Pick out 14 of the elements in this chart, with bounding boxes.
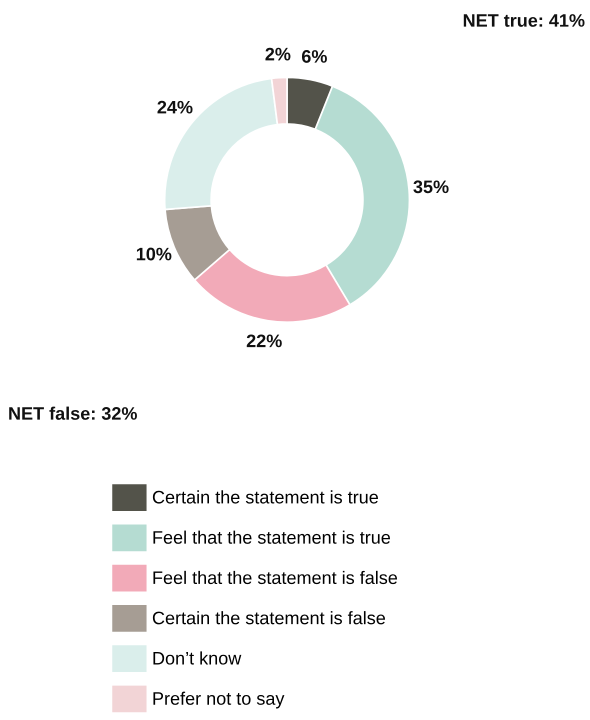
legend-label: Certain the statement is false xyxy=(152,611,385,624)
legend-label: Feel that the statement is false xyxy=(153,570,398,584)
data-label: 10% xyxy=(136,248,172,260)
text: NET true: 41% xyxy=(464,14,585,27)
legend-label: Feel that the statement is true xyxy=(153,530,390,544)
data-label: 22% xyxy=(246,334,282,348)
data-label: 35% xyxy=(413,180,449,194)
data-label: 6% xyxy=(302,50,327,63)
data-label: 2% xyxy=(265,48,290,60)
legend-label: Prefer not to say xyxy=(153,692,284,708)
legend-label: Certain the statement is true xyxy=(152,490,378,504)
legend-label: Don’t know xyxy=(153,651,242,665)
text: NET false: 32% xyxy=(9,406,137,420)
data-label: 24% xyxy=(157,100,193,114)
